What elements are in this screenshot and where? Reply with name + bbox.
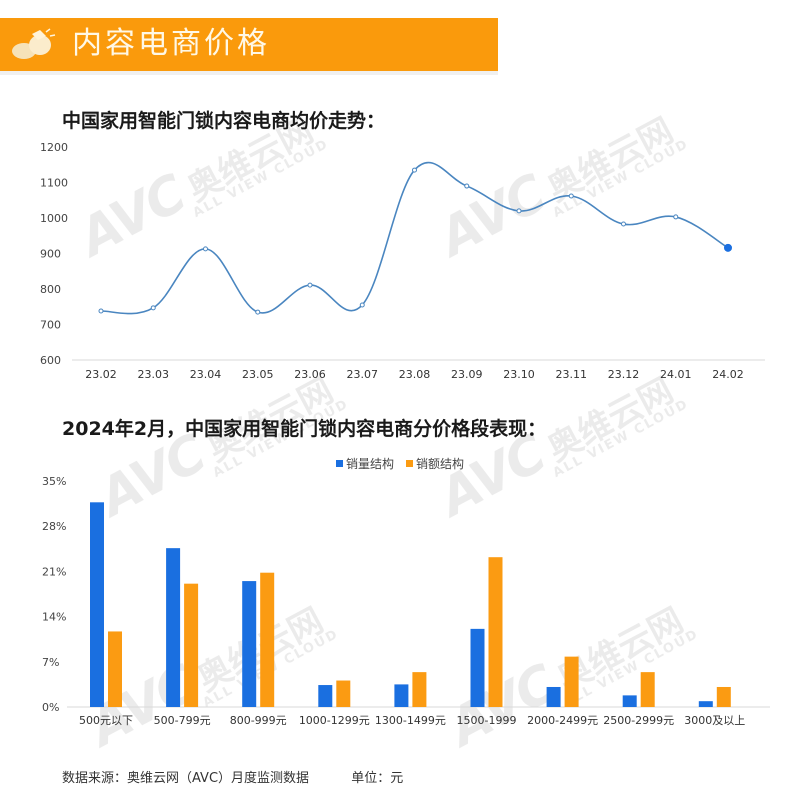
x-tick-label: 3000及以上 xyxy=(684,714,745,727)
x-tick-label: 23.04 xyxy=(190,368,222,381)
bar xyxy=(698,701,713,707)
legend-label-revenue: 销额结构 xyxy=(416,457,465,471)
legend-item-revenue: 销额结构 xyxy=(406,455,464,472)
y-tick-label: 14% xyxy=(42,611,66,624)
x-tick-label: 1500-1999 xyxy=(457,714,517,727)
bar-chart-legend: 销量结构 销额结构 xyxy=(336,455,464,472)
y-tick-label: 21% xyxy=(42,565,66,578)
y-tick-label: 1200 xyxy=(40,141,68,154)
price-trend-line xyxy=(100,161,729,315)
bar xyxy=(488,557,503,707)
bar xyxy=(184,583,199,707)
bar-chart: 0% 7% 14% 21% 28% 35% 500元以下 500-799元 800-999元 10… xyxy=(42,475,770,727)
y-tick-label: 1100 xyxy=(40,177,68,190)
data-point xyxy=(673,214,679,220)
x-tick-label: 23.05 xyxy=(242,368,274,381)
legend-label-volume: 销量结构 xyxy=(346,457,395,471)
bar xyxy=(394,684,409,707)
data-point xyxy=(150,305,156,311)
data-point xyxy=(568,193,574,199)
bar xyxy=(108,631,122,707)
bar xyxy=(166,548,181,707)
data-point xyxy=(724,243,732,252)
bar xyxy=(470,628,485,707)
y-tick-label: 7% xyxy=(42,656,59,669)
bar xyxy=(260,572,275,707)
data-point xyxy=(255,309,261,315)
x-tick-label: 1000-1299元 xyxy=(299,714,370,727)
x-tick-label: 24.01 xyxy=(660,368,692,381)
footer: 数据来源：奥维云网（AVC）月度监测数据 单位：元 xyxy=(62,767,441,786)
y-tick-label: 800 xyxy=(40,283,61,296)
data-point xyxy=(359,302,365,308)
bar-chart-title: 2024年2月，中国家用智能门锁内容电商分价格段表现： xyxy=(62,418,547,440)
bar xyxy=(622,695,637,707)
x-tick-label: 24.02 xyxy=(712,368,744,381)
unit-label: 单位：元 xyxy=(351,771,404,786)
y-tick-label: 1000 xyxy=(40,212,68,225)
x-tick-label: 500元以下 xyxy=(79,714,133,727)
data-point xyxy=(516,208,522,214)
pointing-hand-icon xyxy=(12,28,56,59)
x-tick-label: 23.12 xyxy=(608,368,640,381)
data-point xyxy=(203,246,208,252)
data-point xyxy=(98,308,104,314)
x-tick-label: 23.07 xyxy=(347,368,379,381)
y-tick-label: 900 xyxy=(40,248,61,261)
line-chart-title: 中国家用智能门锁内容电商均价走势： xyxy=(62,110,386,132)
y-tick-label: 700 xyxy=(40,319,61,332)
x-tick-label: 800-999元 xyxy=(230,714,287,727)
bar xyxy=(336,680,351,707)
legend-swatch-revenue xyxy=(406,460,414,467)
data-source: 数据来源：奥维云网（AVC）月度监测数据 xyxy=(62,771,310,786)
line-chart: 600 700 800 900 1000 1100 1200 23.02 23.03 23.04 2… xyxy=(40,141,765,381)
x-tick-label: 23.03 xyxy=(138,368,170,381)
x-tick-label: 1300-1499元 xyxy=(375,714,446,727)
page-title: 内容电商价格 xyxy=(72,26,270,61)
legend-swatch-volume xyxy=(336,460,343,467)
legend-item-volume: 销量结构 xyxy=(336,455,394,472)
y-tick-label: 35% xyxy=(42,475,66,488)
x-tick-label: 23.02 xyxy=(85,368,117,381)
x-tick-label: 2500-2999元 xyxy=(603,714,674,727)
bar xyxy=(546,686,561,707)
data-point xyxy=(412,167,417,173)
x-tick-label: 500-799元 xyxy=(154,714,211,727)
x-tick-label: 23.06 xyxy=(294,368,326,381)
data-point xyxy=(307,282,313,288)
data-point xyxy=(464,183,470,189)
banner-divider xyxy=(0,71,498,75)
data-point xyxy=(621,221,626,227)
bar xyxy=(716,686,731,707)
y-tick-label: 600 xyxy=(40,354,61,367)
x-tick-label: 2000-2499元 xyxy=(527,714,598,727)
x-tick-label: 23.08 xyxy=(399,368,431,381)
bar xyxy=(318,685,333,707)
bar xyxy=(242,581,257,707)
bar xyxy=(564,656,579,707)
y-tick-label: 28% xyxy=(42,520,66,533)
x-tick-label: 23.11 xyxy=(556,368,588,381)
bar xyxy=(90,502,104,707)
x-tick-label: 23.10 xyxy=(503,368,535,381)
x-tick-label: 23.09 xyxy=(451,368,483,381)
bar xyxy=(412,672,427,707)
bar xyxy=(640,672,655,707)
y-tick-label: 0% xyxy=(42,701,59,714)
header-banner: 内容电商价格 xyxy=(0,18,498,71)
